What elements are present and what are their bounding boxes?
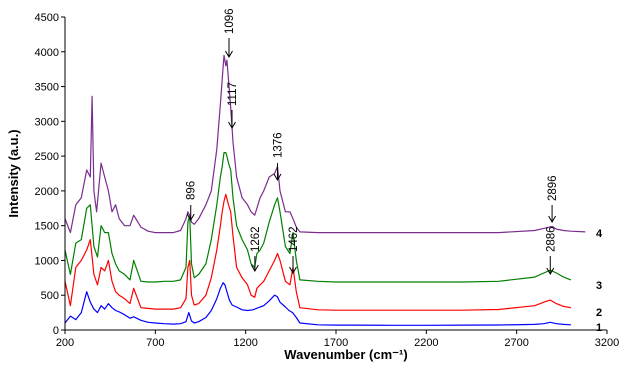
y-tick-label: 4000: [35, 47, 59, 59]
annotation-label: 1117: [227, 82, 239, 106]
peak-annotation-1376: 1376: [272, 132, 284, 181]
x-tick-label: 3200: [595, 337, 619, 349]
peak-annotation-1096: 1096: [224, 8, 236, 58]
annotation-arrow-head: [273, 173, 282, 181]
annotation-arrow-head: [250, 264, 259, 272]
series-label-4: 4: [596, 228, 603, 240]
annotation-arrow-head: [546, 267, 555, 275]
annotations-layer: 896 1096 1117 1262 1376 1462 2896 2886: [186, 8, 559, 275]
annotation-label: 1376: [272, 132, 284, 158]
y-axis-title: Intensity (a.u.): [6, 129, 21, 217]
peak-annotation-2886: 2886: [545, 226, 557, 275]
series-line-2: [64, 193, 572, 311]
series-line-4: [64, 54, 586, 234]
x-tick-label: 1700: [324, 337, 348, 349]
y-tick-label: 1500: [35, 221, 59, 233]
x-tick-label: 1200: [233, 337, 257, 349]
y-tick-label: 2500: [35, 151, 59, 163]
y-tick-label: 2000: [35, 186, 59, 198]
series-layer: [64, 54, 586, 326]
annotation-label: 1462: [288, 226, 300, 252]
annotation-label: 2896: [547, 175, 559, 201]
series-labels-layer: 1 2 3 4: [596, 228, 603, 334]
annotation-label: 896: [186, 181, 198, 200]
peak-annotation-2896: 2896: [547, 175, 559, 223]
annotation-arrow-head: [289, 266, 297, 274]
annotation-arrow-head: [186, 213, 195, 221]
x-tick-label: 2700: [504, 337, 528, 349]
x-axis-title: Wavenumber (cm⁻¹): [284, 347, 407, 362]
annotation-label: 1096: [224, 8, 236, 34]
series-line-1: [64, 282, 571, 326]
y-tick-label: 4500: [35, 12, 59, 24]
peak-annotation-1462: 1462: [288, 226, 300, 274]
series-label-1: 1: [596, 322, 602, 334]
y-tick-label: 3000: [35, 116, 59, 128]
annotation-arrow-head: [228, 121, 236, 129]
peak-annotation-896: 896: [186, 181, 198, 221]
peak-annotation-1117: 1117: [227, 82, 239, 129]
peak-annotation-1262: 1262: [250, 226, 262, 272]
series-label-3: 3: [596, 280, 602, 292]
axes-layer: [64, 17, 607, 331]
series-label-2: 2: [596, 307, 602, 319]
ticks-layer: 0 500 1000 1500 2000 2500 3000 3500 4000 4500 200 7…: [35, 12, 620, 349]
y-tick-label: 0: [53, 325, 59, 337]
series-line-3: [64, 152, 572, 283]
x-tick-label: 2200: [414, 337, 438, 349]
x-tick-label: 700: [146, 337, 164, 349]
annotation-label: 2886: [545, 226, 557, 252]
y-tick-label: 500: [41, 290, 59, 302]
y-tick-label: 1000: [35, 255, 59, 267]
annotation-label: 1262: [250, 226, 262, 252]
y-tick-label: 3500: [35, 82, 59, 94]
x-tick-label: 200: [56, 337, 74, 349]
annotation-arrow-head: [548, 215, 557, 223]
annotation-arrow-head: [225, 50, 233, 58]
